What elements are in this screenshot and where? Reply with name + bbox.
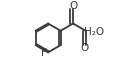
Text: F: F [41,48,47,58]
Text: O: O [69,1,77,11]
Text: O: O [81,43,89,53]
Text: H₂O: H₂O [84,27,104,37]
